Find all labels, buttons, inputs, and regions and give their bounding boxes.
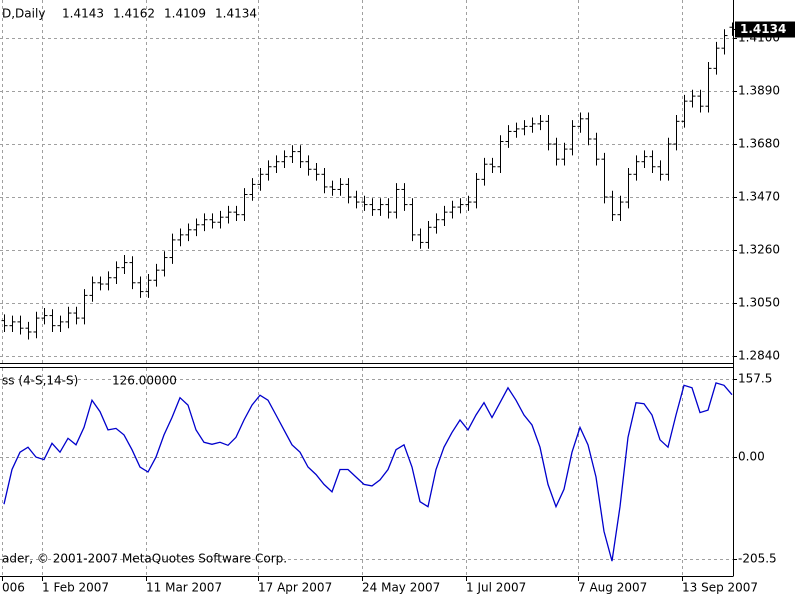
y-tick-label: 1.3890 xyxy=(738,84,780,98)
last-high: 1.4162 xyxy=(113,7,155,21)
symbol-title: D,Daily xyxy=(2,7,45,21)
y-tick-label: 1.3680 xyxy=(738,137,780,151)
last-price-box xyxy=(735,21,795,38)
last-low: 1.4109 xyxy=(164,7,206,21)
indicator-current: 126.00000 xyxy=(112,374,177,388)
x-tick-label: 7 Aug 2007 xyxy=(578,581,647,595)
y-tick-label: -205.5 xyxy=(738,551,777,565)
indicator-line xyxy=(3,382,733,562)
y-tick-label: 0.00 xyxy=(738,450,765,464)
y-tick-label: 1.2840 xyxy=(738,348,780,362)
indicator-title: ss (4-S,14-S) xyxy=(2,374,78,388)
price-header: D,Daily 1.4143 1.4162 1.4109 1.4134 xyxy=(2,7,257,21)
x-tick-label: 11 Mar 2007 xyxy=(146,581,222,595)
x-tick-label: 006 xyxy=(2,581,25,595)
y-tick-label: 1.3470 xyxy=(738,190,780,204)
y-tick-label: 1.3260 xyxy=(738,242,780,256)
x-tick-label: 1 Feb 2007 xyxy=(42,581,109,595)
x-tick-label: 1 Jul 2007 xyxy=(466,581,526,595)
x-tick-label: 13 Sep 2007 xyxy=(682,581,758,595)
y-tick-label: 157.5 xyxy=(738,372,772,386)
y-tick-label: 1.3050 xyxy=(738,295,780,309)
last-close: 1.4134 xyxy=(215,7,257,21)
x-tick-label: 17 Apr 2007 xyxy=(258,581,332,595)
last-price-label: 1.4134 xyxy=(740,22,786,36)
x-tick-label: 24 May 2007 xyxy=(362,581,440,595)
copyright: ader, © 2001-2007 MetaQuotes Software Co… xyxy=(2,552,287,566)
last-open: 1.4143 xyxy=(62,7,104,21)
indicator-header: ss (4-S,14-S) 126.00000 xyxy=(2,374,177,388)
